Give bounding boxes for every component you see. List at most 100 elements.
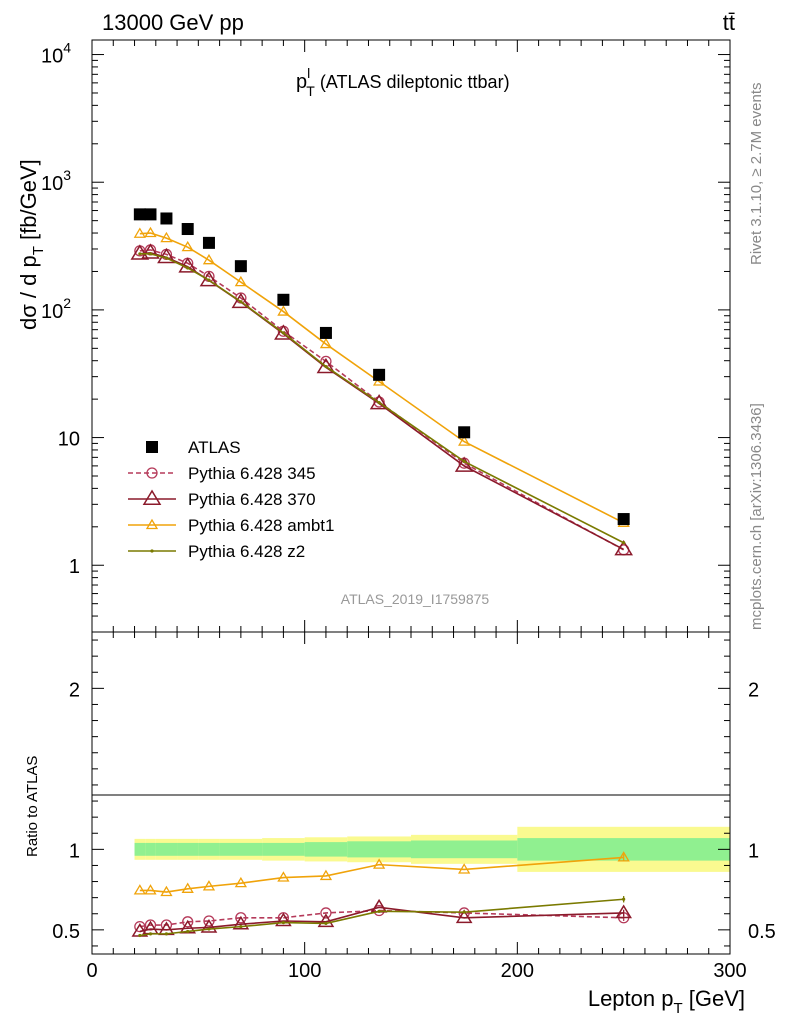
main-data-point [319,337,333,349]
ratio-data-point [235,912,247,924]
plot-title-sup: l [307,65,310,81]
xtick-label: 300 [713,960,746,982]
main-data-point [202,236,215,249]
ratio-band-inner [411,840,518,859]
ratio-data-point [455,909,473,924]
main-data-point [617,513,630,526]
ratio-band-inner [145,842,156,856]
main-data-point [454,456,474,472]
main-data-point [458,435,471,446]
main-data-point [141,243,160,259]
main-data-point [277,293,290,306]
xlabel-units: [GeV] [683,986,745,1011]
legend-marker [146,441,158,453]
main-data-point [199,271,219,287]
ratio-band-inner [177,842,199,856]
ratio-tick-labels: 0.5 0.5 1 1 2 2 0 100 200 300 [52,679,776,982]
ratio-data-point [319,869,333,881]
plot-title-rest: (ATLAS dileptonic ttbar) [315,72,510,92]
legend-label: Pythia 6.428 370 [188,490,316,509]
ratio-data-point [458,863,471,874]
legend-marker [146,467,158,479]
main-ylabel-sub: T [30,246,47,255]
main-data-point [133,208,146,221]
ratio-band-inner [198,842,220,856]
ratio-band-inner [134,842,146,856]
ratio-ytick-label-left: 1 [69,840,80,862]
ratio-data-point [138,933,142,938]
ratio-data-point [133,884,146,895]
main-data-point [160,212,173,225]
plot-title-sub: T [306,83,315,99]
ratio-data-point [275,912,292,927]
ratio-ytick-label-right: 0.5 [748,921,776,943]
main-data-point [181,240,194,252]
ratio-data-point [377,909,381,913]
main-ytick-label: 102 [41,295,71,323]
ratio-ytick-label-left: 0.5 [52,921,80,943]
ratio-band-inner [517,838,730,861]
main-data-point [319,326,332,339]
ratio-ylabel: Ratio to ATLAS [24,756,41,857]
main-data-point [186,266,190,270]
legend-marker [150,549,154,553]
ratio-series [131,851,632,938]
main-data-point [138,252,142,256]
ratio-data-point [203,915,215,927]
ratio-data-point [200,918,218,933]
main-data-point [144,226,157,238]
ratio-frame [91,631,731,955]
analysis-id: ATLAS_2019_I1759875 [341,591,490,607]
main-data-point [462,459,466,464]
legend-marker [145,518,159,530]
ratio-bands [134,826,730,872]
ratio-data-point [181,882,194,893]
ratio-data-point [186,929,190,934]
ratio-data-point [281,921,285,925]
ratio-data-point [462,910,466,914]
main-ytick-label: 10 [58,429,80,451]
side-text-mcplots: mcplots.cern.ch [arXiv:1306.3436] [748,403,765,630]
plot-title: pl T (ATLAS dileptonic ttbar) [296,65,510,99]
ratio-data-point [202,880,216,891]
ratio-ytick-label-left: 2 [69,679,80,701]
xtick-label: 0 [86,960,97,982]
xlabel: Lepton pT [GeV] [588,986,745,1017]
main-ytick-label: 104 [41,40,71,68]
main-ylabel-text: dσ / d p [16,255,41,330]
legend-marker [142,489,162,505]
main-data-point [277,305,290,316]
ratio-series-line [139,906,624,933]
ratio-data-point [372,858,386,869]
main-data-point [144,208,157,221]
main-ytick-label: 103 [41,167,71,195]
main-data-point [614,539,633,556]
main-data-point [231,292,251,309]
main-data-point [281,331,285,335]
main-series-line [139,232,625,524]
ratio-ytick-label-right: 1 [748,840,759,862]
ratio-data-point [234,876,248,888]
main-data-point [181,223,194,236]
plot-title-main: p [296,71,307,93]
legend-label: Pythia 6.428 z2 [188,542,305,561]
ratio-band-inner [219,842,263,856]
legend: ATLAS Pythia 6.428 345 Pythia 6.428 370 Pyt… [128,438,334,561]
main-data-point [157,247,176,264]
main-ylabel-units: [fb/GeV] [16,159,41,246]
ratio-data-point [615,904,632,919]
main-data-point [458,426,471,439]
ratio-data-point [617,851,630,862]
ratio-data-point [164,932,169,936]
xtick-label: 100 [288,960,321,982]
xtick-label: 200 [501,960,534,982]
xlabel-sub: T [673,1000,682,1017]
ratio-data-point [324,921,328,926]
main-data-point [373,368,386,381]
side-text-rivet: Rivet 3.1.10, ≥ 2.7M events [748,83,765,266]
ratio-data-point [239,925,243,929]
ratio-series-line [139,856,624,893]
main-data-point [164,256,169,260]
ratio-data-point [144,919,157,931]
